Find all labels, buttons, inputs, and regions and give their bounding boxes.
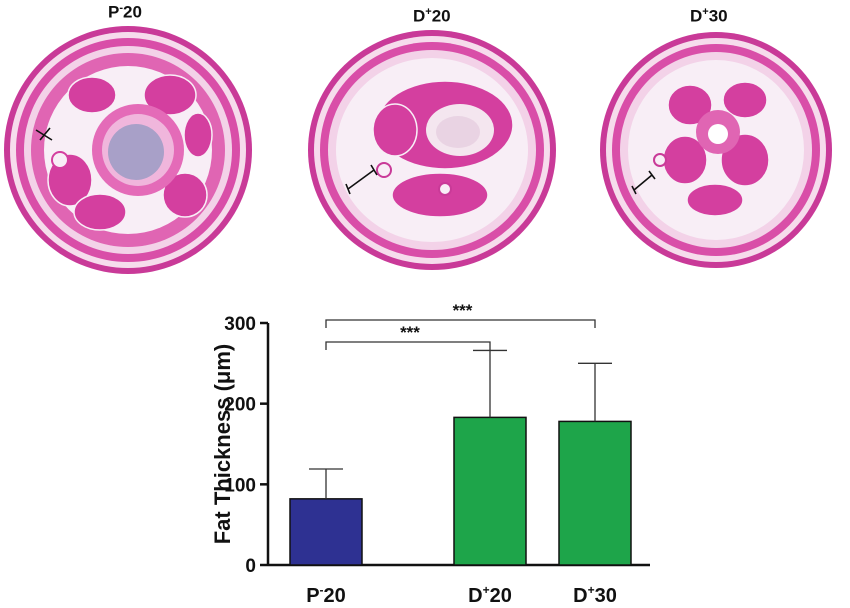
bar-D+20 <box>453 416 527 566</box>
x-tick-label: D+30 <box>573 583 617 607</box>
x-tick-label: P-20 <box>306 583 346 607</box>
bar-chart: 0 100 200 300 *** *** P-20 D+20 D+30 Fat Thick… <box>210 301 650 607</box>
significance-label: *** <box>400 323 420 342</box>
y-tick-label: 0 <box>245 556 256 577</box>
y-tick-label: 200 <box>224 395 256 416</box>
panel-label-d30: D+30 <box>690 6 728 26</box>
bar-D+30 <box>558 420 632 566</box>
histology-section-d30 <box>600 32 832 268</box>
x-tick-label: D+20 <box>468 583 512 607</box>
histology-section-d20 <box>308 30 556 270</box>
bar-P-20 <box>289 498 363 566</box>
significance-bracket <box>325 341 491 350</box>
y-axis-label: Fat Thickness (μm) <box>210 344 235 545</box>
significance-label: *** <box>453 301 473 320</box>
panel-label-p20: P-20 <box>108 2 142 22</box>
y-tick-label: 100 <box>224 475 256 496</box>
panel-label-d20: D+20 <box>413 6 451 26</box>
histology-section-p20 <box>4 26 252 274</box>
y-tick-label: 300 <box>224 314 256 335</box>
significance-bracket <box>325 319 596 328</box>
